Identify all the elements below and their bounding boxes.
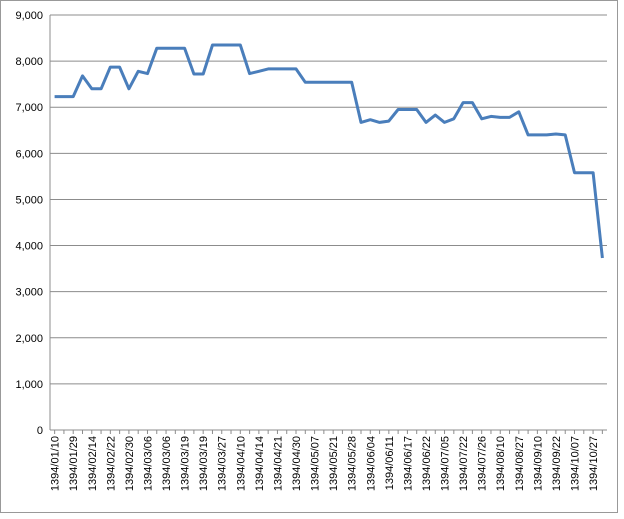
y-tick-label: 7,000 <box>15 102 43 114</box>
x-tick-label: 1394/05/28 <box>347 436 359 491</box>
x-tick-label: 1394/10/07 <box>570 436 582 491</box>
chart-border <box>0 0 618 513</box>
x-tick-label: 1394/08/10 <box>495 436 507 491</box>
x-tick-label: 1394/09/22 <box>551 436 563 491</box>
x-tick-label: 1394/02/30 <box>124 436 136 491</box>
x-tick-label: 1394/05/07 <box>310 436 322 491</box>
x-tick-label: 1394/02/22 <box>105 436 117 491</box>
x-tick-label: 1394/01/10 <box>50 436 62 491</box>
x-tick-label: 1394/04/30 <box>291 436 303 491</box>
x-tick-label: 1394/07/05 <box>440 436 452 491</box>
line-series <box>54 43 604 259</box>
y-tick-label: 3,000 <box>15 287 43 299</box>
x-tick-label: 1394/10/27 <box>588 436 600 491</box>
x-tick-label: 1394/07/26 <box>477 436 489 491</box>
x-tick-label: 1394/04/10 <box>235 436 247 491</box>
x-tick-label: 1394/04/14 <box>254 436 266 491</box>
x-tick-label: 1394/05/21 <box>328 436 340 491</box>
y-tick-label: 9,000 <box>15 10 43 22</box>
x-tick-label: 1394/01/29 <box>68 436 80 491</box>
x-tick-label: 1394/03/06 <box>161 436 173 491</box>
y-tick-label: 8,000 <box>15 56 43 68</box>
x-tick-label: 1394/06/22 <box>421 436 433 491</box>
x-tick-label: 1394/08/27 <box>514 436 526 491</box>
x-tick-label: 1394/04/21 <box>272 436 284 491</box>
x-tick-label: 1394/03/19 <box>180 436 192 491</box>
x-tick-label: 1394/03/27 <box>217 436 229 491</box>
x-tick-label: 1394/02/14 <box>87 436 99 491</box>
x-tick-label: 1394/03/19 <box>198 436 210 491</box>
y-tick-label: 6,000 <box>15 148 43 160</box>
y-tick-label: 0 <box>37 425 43 437</box>
y-tick-label: 1,000 <box>15 379 43 391</box>
y-tick-label: 4,000 <box>15 241 43 253</box>
x-tick-label: 1394/06/17 <box>402 436 414 491</box>
y-tick-label: 5,000 <box>15 194 43 206</box>
y-tick-label: 2,000 <box>15 333 43 345</box>
x-tick-label: 1394/07/22 <box>458 436 470 491</box>
x-tick-label: 1394/09/10 <box>532 436 544 491</box>
x-tick-label: 1394/06/11 <box>384 436 396 490</box>
x-tick-label: 1394/06/04 <box>365 436 377 491</box>
x-tick-label: 1394/03/06 <box>142 436 154 491</box>
